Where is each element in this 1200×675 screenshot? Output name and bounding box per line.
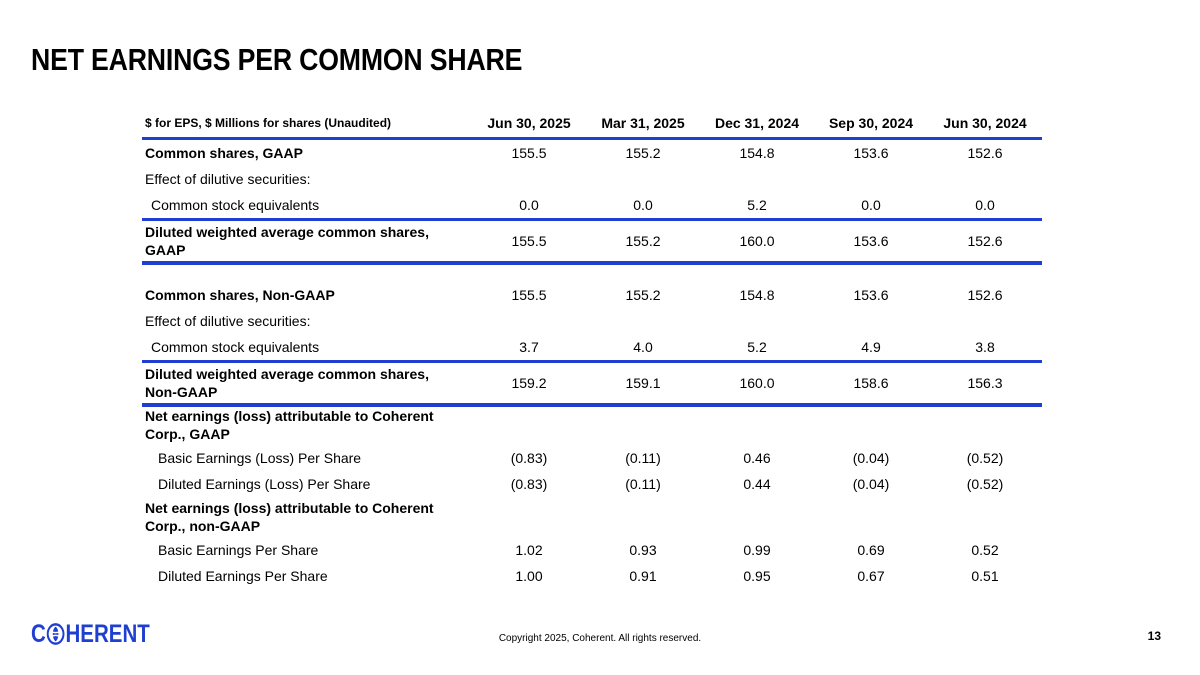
table-cell: 3.8 [975, 339, 995, 355]
table-cell: 0.52 [971, 542, 999, 558]
table-header-row: $ for EPS, $ Millions for shares (Unaudi… [142, 108, 1042, 139]
coherent-logo: C HERENT [31, 619, 150, 648]
table-row: Common shares, GAAP 155.5 155.2 154.8 15… [142, 139, 1042, 167]
table-cell: (0.04) [852, 476, 890, 492]
table-cell: 0.44 [743, 476, 771, 492]
table-row: Basic Earnings Per Share 1.02 0.93 0.99 … [142, 537, 1042, 563]
table-row-total: Diluted weighted average common shares, G… [142, 218, 1042, 265]
table-row: Effect of dilutive securities: [142, 166, 1042, 192]
page-title: NET EARNINGS PER COMMON SHARE [31, 42, 523, 77]
table-cell: 5.2 [747, 339, 767, 355]
table-cell: (0.11) [625, 476, 661, 492]
page-number: 13 [1147, 629, 1161, 643]
row-label: Effect of dilutive securities: [145, 171, 311, 187]
table-cell: 0.69 [857, 542, 885, 558]
table-cell: 154.8 [739, 145, 775, 161]
row-label: Effect of dilutive securities: [145, 313, 311, 329]
row-label: Basic Earnings Per Share [158, 542, 319, 558]
table-cell: 155.2 [625, 145, 661, 161]
table-row: Effect of dilutive securities: [142, 308, 1042, 334]
table-cell: 153.6 [853, 145, 889, 161]
table-cell: (0.52) [966, 450, 1004, 466]
row-label: Diluted weighted average common shares, G… [142, 218, 472, 265]
table-cell: 3.7 [519, 339, 539, 355]
table-cell: 153.6 [814, 218, 928, 265]
column-header: Sep 30, 2024 [828, 114, 914, 131]
table-row: Diluted Earnings (Loss) Per Share (0.83)… [142, 471, 1042, 497]
globe-icon [46, 623, 65, 645]
table-cell: 5.2 [747, 197, 767, 213]
table-cell: 152.6 [967, 287, 1003, 303]
table-cell: 0.93 [629, 542, 657, 558]
table-cell: 155.5 [511, 287, 547, 303]
table-cell: 0.0 [633, 197, 653, 213]
row-label: Basic Earnings (Loss) Per Share [158, 450, 362, 466]
table-cell: 0.0 [861, 197, 881, 213]
table-cell: (0.11) [625, 450, 661, 466]
spacer-row [142, 263, 1042, 282]
table-row: Diluted Earnings Per Share 1.00 0.91 0.9… [142, 563, 1042, 589]
row-label: Diluted weighted average common shares, N… [142, 360, 472, 407]
table-cell: 159.1 [586, 360, 700, 407]
table-cell: 0.95 [743, 568, 771, 584]
row-label: Common shares, GAAP [145, 145, 303, 161]
table-cell: 158.6 [814, 360, 928, 407]
copyright-text: Copyright 2025, Coherent. All rights res… [498, 633, 702, 644]
table-cell: 155.5 [472, 218, 586, 265]
table-cell: (0.52) [966, 476, 1004, 492]
table-cell: (0.04) [852, 450, 890, 466]
eps-table: $ for EPS, $ Millions for shares (Unaudi… [142, 108, 1042, 589]
row-label: Diluted Earnings Per Share [158, 568, 328, 584]
table-row: Common stock equivalents 0.0 0.0 5.2 0.0… [142, 192, 1042, 220]
table-cell: (0.83) [510, 450, 548, 466]
table-cell: 0.67 [857, 568, 885, 584]
table-cell: 0.99 [743, 542, 771, 558]
table-cell: 156.3 [928, 360, 1042, 407]
table-row-total: Diluted weighted average common shares, N… [142, 360, 1042, 407]
column-header: Dec 31, 2024 [714, 114, 800, 131]
table-row: Common shares, Non-GAAP 155.5 155.2 154.… [142, 282, 1042, 308]
table-cell: 152.6 [967, 145, 1003, 161]
table-cell: 0.0 [975, 197, 995, 213]
table-cell: 152.6 [928, 218, 1042, 265]
row-label: Common shares, Non-GAAP [145, 287, 335, 303]
section-heading-row: Net earnings (loss) attributable to Cohe… [142, 497, 1042, 537]
table-cell: 0.46 [743, 450, 771, 466]
table-cell: 4.9 [861, 339, 881, 355]
table-cell: 0.51 [971, 568, 999, 584]
table-cell: (0.83) [510, 476, 548, 492]
table-row: Basic Earnings (Loss) Per Share (0.83) (… [142, 445, 1042, 471]
table-cell: 153.6 [853, 287, 889, 303]
row-label: Diluted Earnings (Loss) Per Share [158, 476, 371, 492]
section-heading-row: Net earnings (loss) attributable to Cohe… [142, 405, 1042, 445]
table-cell: 155.2 [625, 287, 661, 303]
table-cell: 160.0 [700, 360, 814, 407]
table-cell: 1.02 [515, 542, 543, 558]
column-header: Jun 30, 2025 [487, 114, 571, 131]
row-label: Net earnings (loss) attributable to Cohe… [145, 408, 434, 442]
table-row: Common stock equivalents 3.7 4.0 5.2 4.9… [142, 334, 1042, 362]
table-cell: 159.2 [472, 360, 586, 407]
row-label: Net earnings (loss) attributable to Cohe… [145, 500, 434, 534]
column-header: Jun 30, 2024 [943, 114, 1027, 131]
units-header: $ for EPS, $ Millions for shares (Unaudi… [145, 115, 392, 130]
table-cell: 155.2 [586, 218, 700, 265]
table-cell: 4.0 [633, 339, 653, 355]
table-cell: 154.8 [739, 287, 775, 303]
table-cell: 160.0 [700, 218, 814, 265]
column-header: Mar 31, 2025 [601, 114, 685, 131]
table-cell: 155.5 [511, 145, 547, 161]
table-cell: 0.91 [629, 568, 657, 584]
table-cell: 0.0 [519, 197, 539, 213]
table-cell: 1.00 [515, 568, 543, 584]
row-label: Common stock equivalents [151, 339, 320, 355]
row-label: Common stock equivalents [151, 197, 320, 213]
